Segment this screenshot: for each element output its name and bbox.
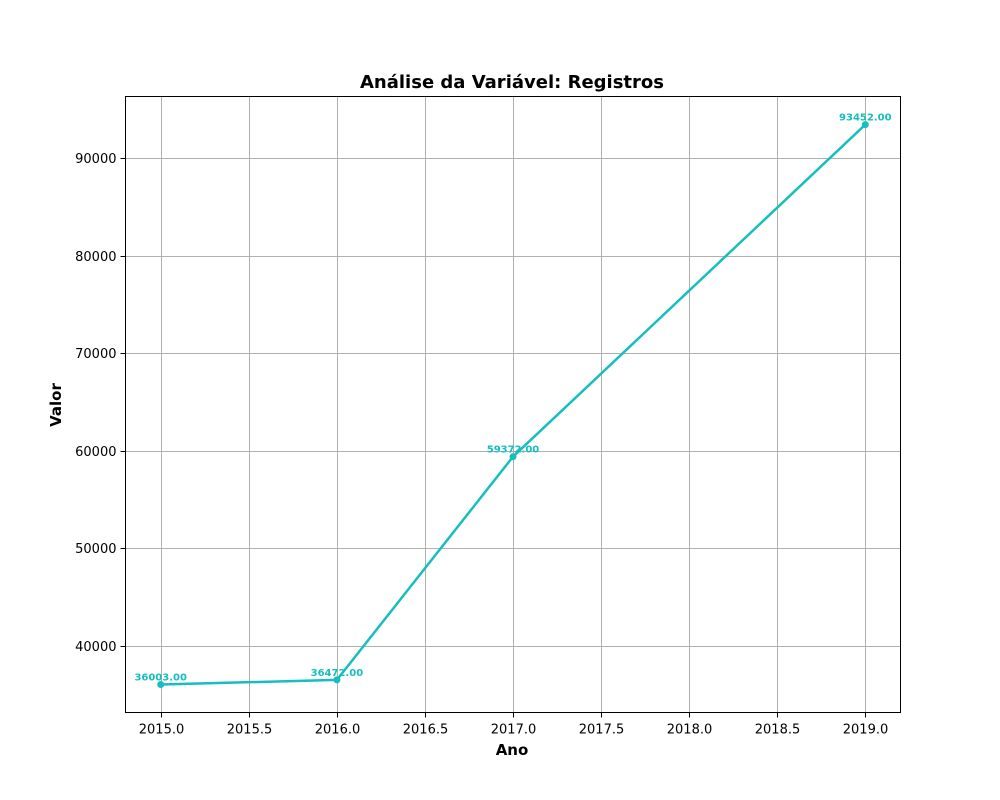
x-tick-label: 2017.5 — [579, 723, 625, 738]
y-tick-label: 80000 — [75, 250, 116, 265]
data-point — [509, 453, 517, 461]
data-point — [861, 121, 869, 129]
x-tick-label: 2018.5 — [755, 723, 801, 738]
data-series: 36003.00 36472.00 59372.00 93452.00 — [134, 113, 892, 688]
axis-ticks: 2015.0 2015.5 2016.0 2016.5 2017.0 2017.5 2018… — [75, 152, 888, 738]
series-line — [159, 123, 867, 686]
y-axis-label: Valor — [47, 383, 65, 427]
y-tick-label: 70000 — [75, 347, 116, 362]
x-axis-label: Ano — [496, 741, 529, 759]
data-label: 36003.00 — [134, 673, 187, 684]
x-tick-label: 2016.5 — [403, 723, 449, 738]
grid-lines — [125, 96, 901, 713]
y-tick-label: 40000 — [75, 640, 116, 655]
x-tick-label: 2015.5 — [227, 723, 273, 738]
x-tick-label: 2015.0 — [139, 723, 185, 738]
data-label: 36472.00 — [311, 668, 364, 679]
data-point — [157, 681, 165, 688]
data-point — [333, 676, 341, 684]
y-tick-label: 50000 — [75, 542, 116, 557]
chart-title: Análise da Variável: Registros — [360, 72, 664, 93]
y-tick-label: 60000 — [75, 445, 116, 460]
x-tick-label: 2017.0 — [491, 723, 537, 738]
y-tick-label: 90000 — [75, 152, 116, 167]
data-label: 59372.00 — [487, 445, 540, 456]
data-label: 93452.00 — [839, 113, 892, 124]
x-tick-label: 2016.0 — [315, 723, 361, 738]
x-tick-label: 2019.0 — [843, 723, 889, 738]
x-tick-label: 2018.0 — [667, 723, 713, 738]
